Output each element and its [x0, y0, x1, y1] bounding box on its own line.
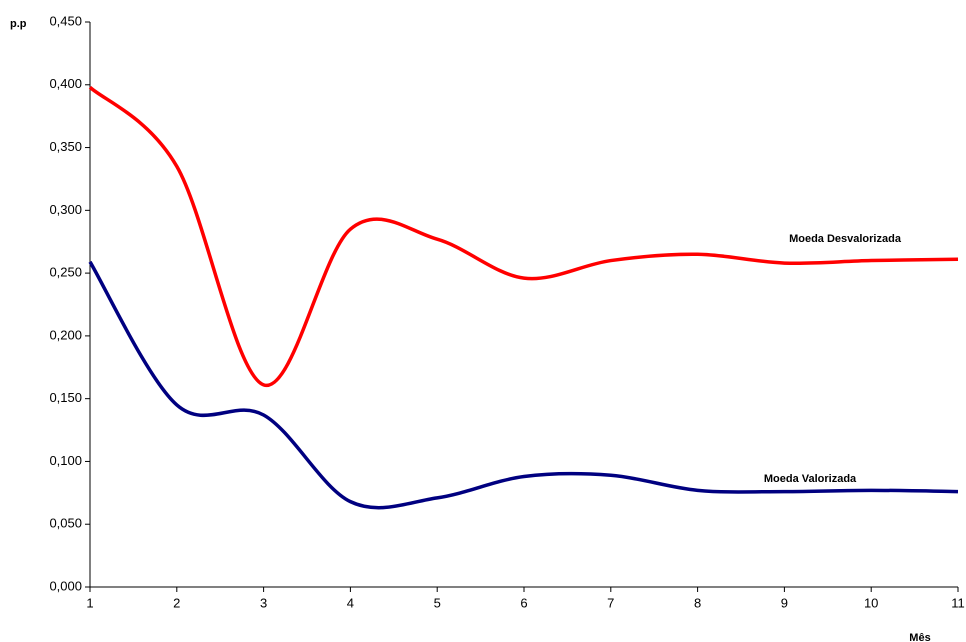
y-tick-label: 0,100	[49, 453, 82, 468]
y-tick-label: 0,250	[49, 265, 82, 280]
x-tick-label: 5	[434, 595, 441, 610]
x-axis-label: Mês	[909, 632, 930, 642]
series-label: Moeda Desvalorizada	[789, 233, 902, 245]
x-tick-label: 10	[864, 595, 878, 610]
x-tick-label: 8	[694, 595, 701, 610]
y-tick-label: 0,350	[49, 139, 82, 154]
y-tick-label: 0,400	[49, 76, 82, 91]
y-tick-label: 0,050	[49, 516, 82, 531]
x-tick-label: 3	[260, 595, 267, 610]
y-tick-label: 0,450	[49, 13, 82, 28]
x-tick-label: 4	[347, 595, 354, 610]
x-tick-label: 2	[173, 595, 180, 610]
x-tick-label: 1	[86, 595, 93, 610]
x-tick-label: 9	[781, 595, 788, 610]
series-line	[88, 260, 959, 510]
y-tick-label: 0,300	[49, 202, 82, 217]
series-label: Moeda Valorizada	[764, 473, 857, 485]
y-tick-label: 0,150	[49, 390, 82, 405]
y-tick-label: 0,200	[49, 327, 82, 342]
x-tick-label: 7	[607, 595, 614, 610]
series-line	[88, 85, 959, 387]
y-tick-label: 0,000	[49, 578, 82, 593]
x-tick-label: 6	[520, 595, 527, 610]
x-tick-label: 11	[951, 595, 965, 610]
y-axis-label: p.p	[10, 18, 27, 30]
